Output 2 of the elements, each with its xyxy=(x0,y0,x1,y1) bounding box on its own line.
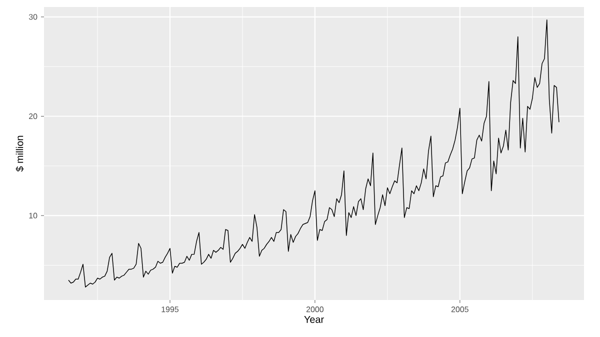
x-axis-title: Year xyxy=(304,316,324,323)
y-axis-title: $ million xyxy=(16,136,24,172)
